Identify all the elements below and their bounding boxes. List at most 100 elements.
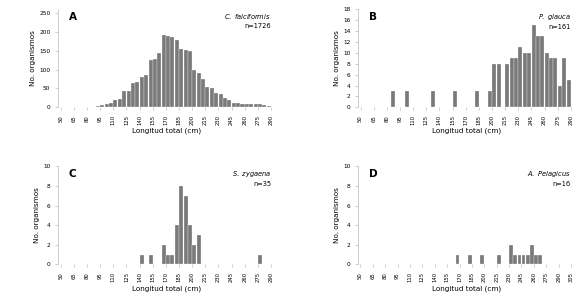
Bar: [532, 26, 536, 107]
Bar: [545, 53, 548, 107]
Bar: [157, 53, 162, 107]
Bar: [468, 255, 472, 264]
Bar: [538, 255, 542, 264]
X-axis label: Longitud total (cm): Longitud total (cm): [432, 285, 501, 292]
Bar: [549, 58, 553, 107]
Bar: [192, 245, 196, 264]
Bar: [431, 91, 435, 107]
Text: A: A: [69, 12, 77, 22]
Bar: [149, 60, 153, 107]
Bar: [241, 104, 245, 107]
Bar: [184, 50, 188, 107]
Bar: [523, 53, 527, 107]
Bar: [480, 255, 484, 264]
Bar: [249, 104, 253, 107]
Bar: [118, 99, 122, 107]
Bar: [166, 36, 170, 107]
Bar: [475, 91, 479, 107]
Bar: [536, 36, 540, 107]
Bar: [192, 70, 196, 107]
Bar: [127, 91, 131, 107]
Bar: [206, 87, 210, 107]
Bar: [566, 80, 571, 107]
Bar: [497, 64, 501, 107]
Bar: [188, 225, 192, 264]
Bar: [392, 91, 396, 107]
Bar: [488, 91, 492, 107]
Text: $\it{C.}$ $\it{falciformis}$
n=1726: $\it{C.}$ $\it{falciformis}$ n=1726: [224, 12, 271, 29]
Bar: [540, 36, 544, 107]
Bar: [236, 103, 240, 107]
Bar: [514, 58, 518, 107]
Bar: [453, 91, 457, 107]
Bar: [210, 88, 214, 107]
Bar: [267, 106, 271, 107]
Bar: [263, 105, 267, 107]
Bar: [179, 49, 183, 107]
Bar: [122, 91, 126, 107]
Bar: [162, 245, 166, 264]
Bar: [510, 245, 513, 264]
Bar: [223, 98, 227, 107]
Bar: [526, 255, 530, 264]
Bar: [258, 104, 262, 107]
Bar: [254, 104, 257, 107]
Bar: [522, 255, 525, 264]
Bar: [175, 225, 179, 264]
Text: $\it{S.}$ $\it{zygaena}$
n=35: $\it{S.}$ $\it{zygaena}$ n=35: [232, 169, 271, 187]
Bar: [96, 106, 100, 107]
Bar: [153, 59, 157, 107]
Bar: [558, 85, 562, 107]
Bar: [109, 103, 113, 107]
Bar: [197, 73, 200, 107]
Bar: [188, 51, 192, 107]
Text: C: C: [69, 169, 77, 179]
Y-axis label: No. organismos: No. organismos: [334, 188, 340, 243]
Text: $\it{A.}$ $\it{Pelagicus}$
n=16: $\it{A.}$ $\it{Pelagicus}$ n=16: [528, 169, 571, 187]
Text: D: D: [369, 169, 378, 179]
Bar: [101, 105, 105, 107]
Y-axis label: No. organismos: No. organismos: [34, 188, 40, 243]
Bar: [514, 255, 517, 264]
Y-axis label: No. organismos: No. organismos: [334, 30, 340, 86]
X-axis label: Longitud total (cm): Longitud total (cm): [132, 128, 201, 134]
Bar: [166, 255, 170, 264]
Bar: [144, 75, 148, 107]
Text: B: B: [369, 12, 377, 22]
Bar: [518, 255, 521, 264]
Bar: [258, 255, 262, 264]
Bar: [113, 100, 117, 107]
Bar: [232, 103, 236, 107]
X-axis label: Longitud total (cm): Longitud total (cm): [432, 128, 501, 134]
Bar: [184, 196, 188, 264]
Bar: [162, 35, 166, 107]
Bar: [201, 79, 205, 107]
Bar: [518, 47, 522, 107]
Bar: [175, 40, 179, 107]
Bar: [245, 104, 249, 107]
Bar: [554, 58, 558, 107]
Bar: [456, 255, 460, 264]
Bar: [527, 53, 531, 107]
Bar: [562, 58, 566, 107]
Bar: [170, 37, 174, 107]
Bar: [530, 245, 534, 264]
Bar: [197, 235, 200, 264]
Bar: [497, 255, 501, 264]
Bar: [149, 255, 153, 264]
Bar: [404, 91, 408, 107]
Bar: [140, 77, 144, 107]
Bar: [105, 104, 109, 107]
Bar: [140, 255, 144, 264]
Bar: [214, 93, 218, 107]
Bar: [135, 82, 139, 107]
Bar: [218, 94, 223, 107]
Bar: [131, 83, 135, 107]
Bar: [179, 186, 183, 264]
Y-axis label: No. organismos: No. organismos: [30, 30, 37, 86]
Text: $\it{P.}$ $\it{glauca}$
n=161: $\it{P.}$ $\it{glauca}$ n=161: [538, 12, 571, 30]
Bar: [534, 255, 538, 264]
Bar: [510, 58, 514, 107]
Bar: [492, 64, 496, 107]
Bar: [505, 64, 510, 107]
